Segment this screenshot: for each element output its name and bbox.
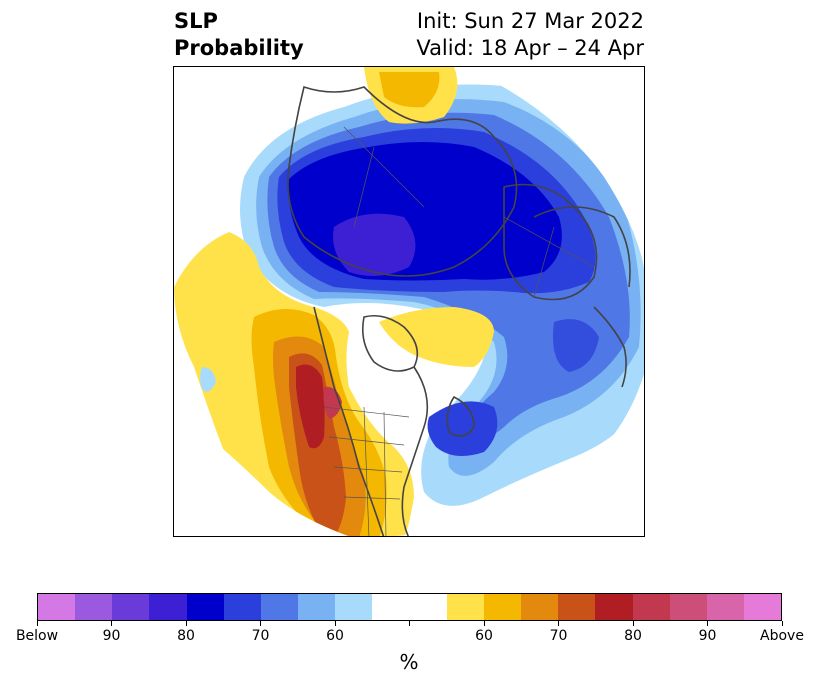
colorbar-tick [558,621,559,626]
title-variable: SLP [174,9,218,33]
coastlines [287,85,631,536]
colorbar-cell [446,594,484,620]
colorbar-cell [483,594,522,620]
colorbar-tick [632,621,634,626]
colorbar-cell [75,594,113,620]
colorbar-cell [112,594,150,620]
colorbar-cell [632,594,670,620]
colorbar-cell [558,594,596,620]
probability-map [174,67,644,536]
colorbar-cell [669,594,707,620]
colorbar-tick-label: 80 [177,628,195,644]
colorbar-tick-label: 60 [326,628,344,644]
colorbar-tick [185,621,187,626]
colorbar-unit-label: % [399,650,419,674]
colorbar-cell [743,594,782,620]
colorbar-cell [335,594,373,620]
above-50-pacific-bubble [200,367,216,392]
colorbar-cell [186,594,224,620]
init-date: Init: Sun 27 Mar 2022 [416,9,644,33]
colorbar-tick [334,621,336,626]
colorbar-cell [223,594,261,620]
title-right: Init: Sun 27 Mar 2022 Valid: 18 Apr – 24… [416,8,644,62]
colorbar-cell [372,594,410,620]
colorbar-tick-label: 90 [102,628,121,644]
political-borders [323,126,595,536]
colorbar-tick-label: 90 [698,628,717,644]
colorbar-tick [781,621,783,626]
colorbar-tick [707,621,708,626]
colorbar-cell [298,594,336,620]
colorbar-cell [521,594,559,620]
above-75-region [296,364,325,449]
colorbar-tick-label: 80 [624,628,642,644]
colorbar-cell [38,594,76,620]
above-60-north-core [379,72,440,108]
colorbar-cell [260,594,299,620]
above-50-canada-region [379,307,494,367]
colorbar-tick-label: Below [15,628,59,644]
colorbar-cell [595,594,633,620]
colorbar-tick-label: 70 [549,628,568,644]
below-75-atlantic-core [553,319,599,372]
probability-colorbar [37,593,782,621]
colorbar-tick [36,621,38,626]
title-quantity: Probability [174,36,304,60]
colorbar-tick [483,621,485,626]
colorbar-tick [260,621,261,626]
map-panel [173,66,645,537]
below-85-region [333,213,416,276]
colorbar-cell [409,594,447,620]
below-70-atlantic-core [427,401,498,456]
title-left: SLP Probability [174,8,304,62]
colorbar-tick-label: Above [760,628,804,644]
colorbar-tick-label: 60 [475,628,493,644]
colorbar-cell [706,594,744,620]
colorbar-tick-label: 70 [251,628,270,644]
colorbar-cell [149,594,187,620]
colorbar-tick [111,621,112,626]
colorbar-tick [409,621,410,626]
valid-range: Valid: 18 Apr – 24 Apr [416,36,644,60]
